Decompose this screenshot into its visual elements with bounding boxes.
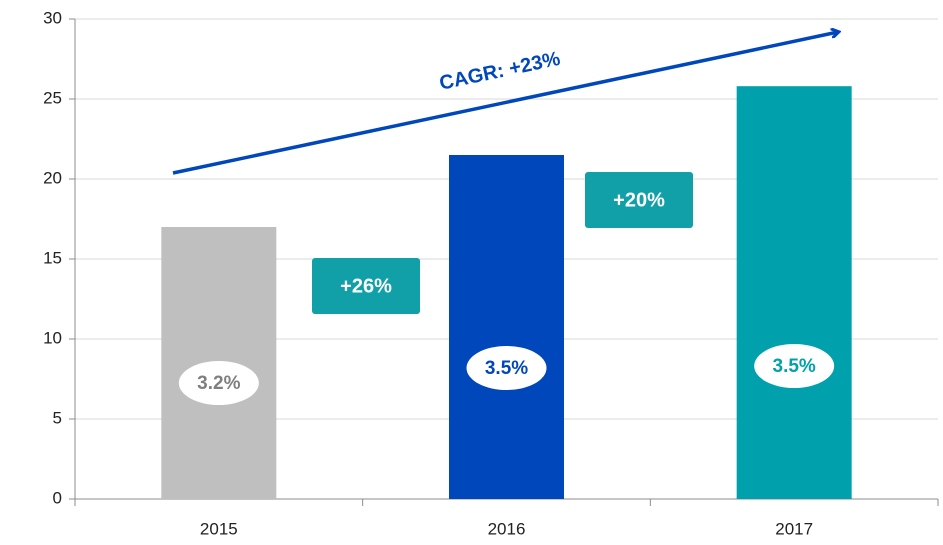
y-tick-label: 15 <box>43 248 62 267</box>
x-tick-label: 2016 <box>488 519 526 538</box>
y-tick-label: 0 <box>53 488 62 507</box>
trend-arrow <box>172 32 838 175</box>
note-bubble <box>178 361 259 405</box>
bar-note: 3.2% <box>197 373 240 394</box>
bar <box>736 86 852 499</box>
y-tick-label: 10 <box>43 328 62 347</box>
trend-label: CAGR: +23% <box>437 48 562 95</box>
growth-box <box>585 172 693 228</box>
y-tick-label: 25 <box>43 88 62 107</box>
note-bubble <box>466 346 547 390</box>
y-tick-label: 20 <box>43 168 62 187</box>
growth-label: +26% <box>340 275 392 297</box>
note-bubble <box>754 344 835 388</box>
x-tick-label: 2015 <box>200 519 238 538</box>
growth-label: +20% <box>613 189 665 211</box>
growth-box <box>312 258 420 314</box>
bar <box>449 155 564 499</box>
bar-note: 3.5% <box>773 356 816 377</box>
bar-note: 3.5% <box>485 358 528 379</box>
y-tick-label: 5 <box>53 408 62 427</box>
x-tick-label: 2017 <box>775 519 813 538</box>
y-tick-label: 30 <box>43 8 62 27</box>
